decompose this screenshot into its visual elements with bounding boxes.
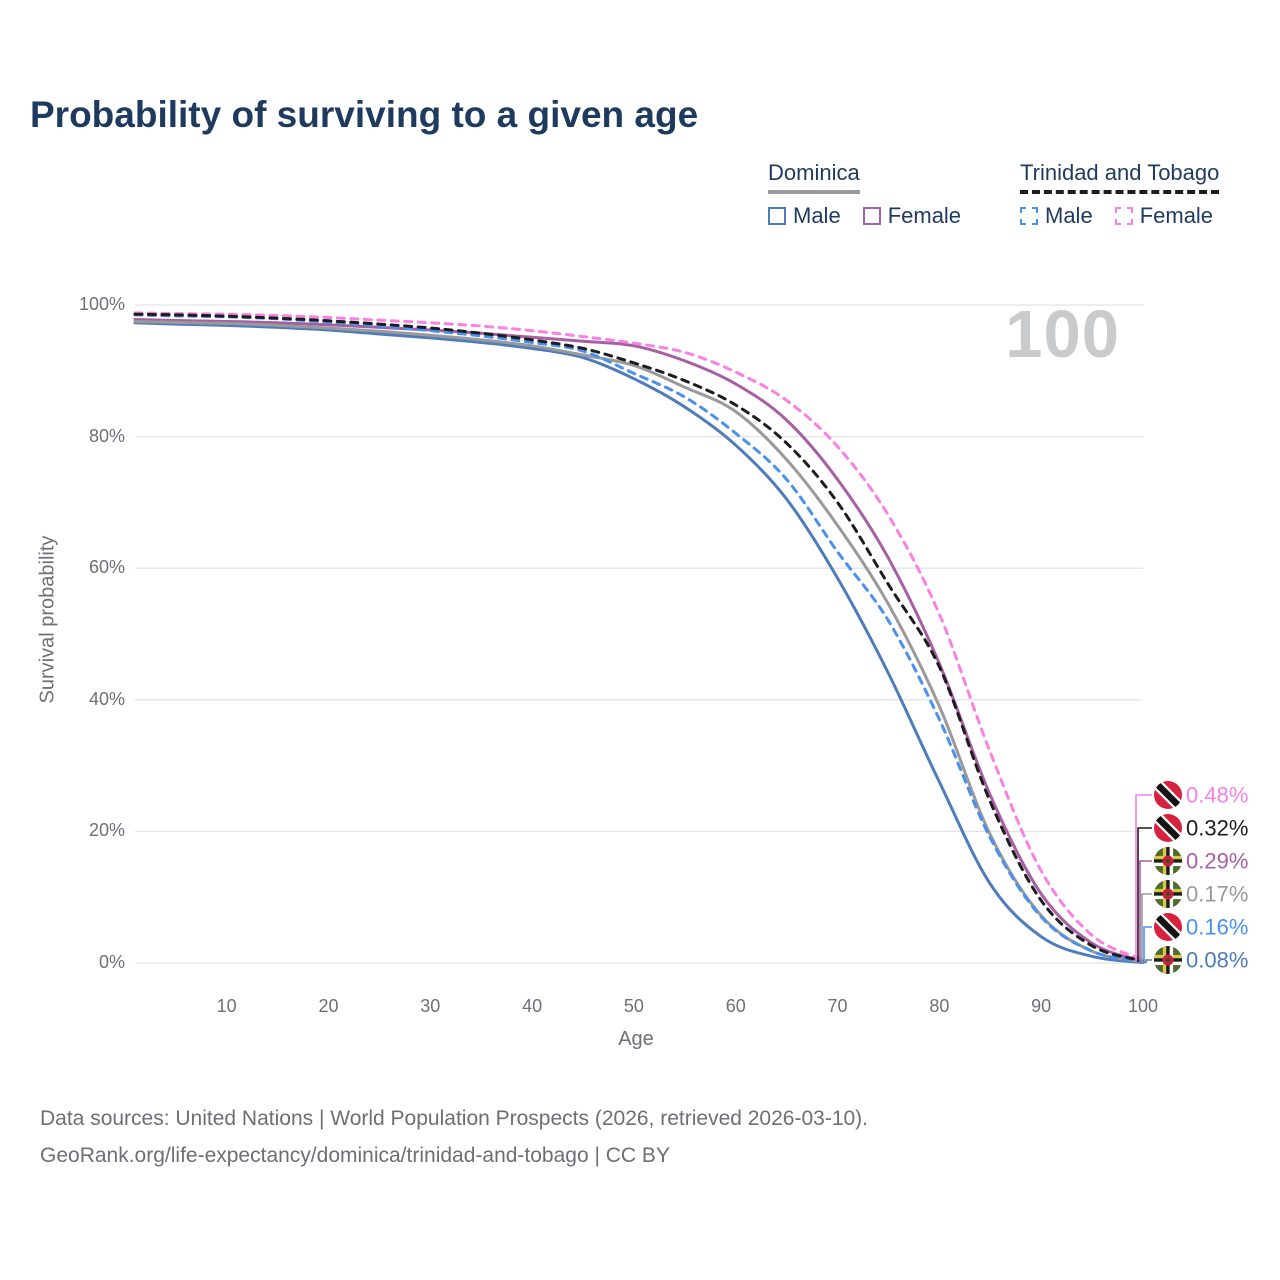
y-tick-label: 60%	[88, 557, 125, 578]
x-tick-label: 80	[929, 996, 950, 1016]
x-tick-label: 70	[827, 996, 848, 1016]
series-line-dominica-male[interactable]	[133, 321, 1145, 964]
series-line-trinidad-and-tobago-male[interactable]	[133, 313, 1145, 964]
dominica-flag-icon	[1154, 880, 1182, 908]
legend-item-dominica-male[interactable]: Male	[768, 203, 841, 229]
trinidad-and-tobago-flag-icon	[1154, 913, 1182, 941]
x-axis-title: Age	[618, 1028, 654, 1050]
end-value-label: 0.16%	[1186, 915, 1248, 940]
series-line-trinidad-and-tobago-female[interactable]	[133, 311, 1145, 962]
end-label-connector	[1143, 926, 1152, 963]
dominica-female-swatch-icon	[862, 207, 881, 225]
y-tick-label: 40%	[88, 688, 125, 709]
legend-header-trinidad-and-tobago[interactable]: Trinidad and Tobago	[1020, 160, 1220, 194]
series-line-dominica-both-sexes[interactable]	[133, 320, 1145, 964]
y-tick-label: 0%	[98, 952, 125, 972]
legend-header-dominica[interactable]: Dominica	[768, 160, 860, 194]
dominica-flag-icon	[1154, 847, 1182, 875]
end-value-label: 0.48%	[1186, 783, 1248, 808]
x-tick-label: 40	[522, 996, 543, 1016]
legend-item-tt-female[interactable]: Female	[1114, 203, 1213, 229]
x-tick-label: 90	[1031, 996, 1052, 1016]
legend-group-dominica: Dominica Male Female	[768, 160, 1008, 229]
dominica-male-swatch-icon	[768, 207, 786, 225]
y-tick-label: 100%	[78, 294, 125, 314]
footer-sources-line: Data sources: United Nations | World Pop…	[40, 1107, 869, 1130]
dominica-flag-icon	[1154, 946, 1182, 974]
y-tick-label: 20%	[88, 820, 125, 841]
x-tick-label: 60	[725, 996, 746, 1016]
end-value-label: 0.08%	[1186, 948, 1248, 973]
legend-group-trinidad-and-tobago: Trinidad and Tobago Male Female	[1020, 160, 1260, 229]
x-tick-label: 100	[1127, 996, 1159, 1016]
y-tick-label: 80%	[88, 425, 125, 446]
end-value-label: 0.29%	[1186, 849, 1248, 874]
end-label-connector	[1143, 959, 1152, 964]
series-line-dominica-female[interactable]	[133, 318, 1145, 963]
footer: Data sources: United Nations | World Pop…	[40, 1100, 868, 1174]
age-counter-watermark: 100	[1005, 297, 1120, 372]
x-tick-label: 50	[623, 996, 644, 1016]
x-tick-label: 30	[420, 996, 441, 1016]
page-title: Probability of surviving to a given age	[30, 94, 699, 135]
trinidad-and-tobago-flag-icon	[1154, 814, 1182, 842]
legend-item-tt-male[interactable]: Male	[1020, 203, 1093, 229]
end-value-label: 0.32%	[1186, 816, 1248, 841]
end-value-label: 0.17%	[1186, 882, 1248, 907]
footer-link-line: GeoRank.org/life-expectancy/dominica/tri…	[40, 1144, 670, 1167]
x-tick-label: 10	[216, 996, 237, 1016]
x-tick-label: 20	[318, 996, 339, 1016]
series-line-trinidad-and-tobago-both-sexes[interactable]	[133, 312, 1145, 963]
legend-item-dominica-female[interactable]: Female	[862, 203, 961, 229]
end-label-connector	[1141, 893, 1152, 963]
tt-female-swatch-icon	[1114, 207, 1133, 225]
tt-male-swatch-icon	[1020, 207, 1038, 225]
trinidad-and-tobago-flag-icon	[1154, 781, 1182, 809]
